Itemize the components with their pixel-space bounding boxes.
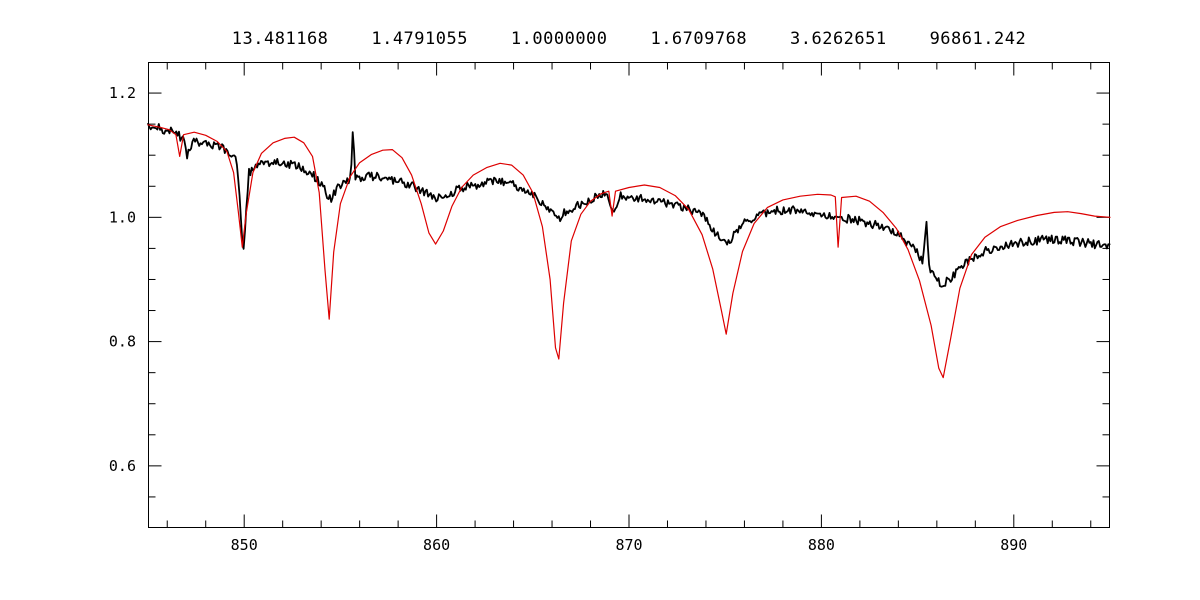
- x-tick-label: 850: [231, 536, 258, 554]
- y-tick-label: 1.0: [109, 208, 136, 226]
- y-tick-label: 1.2: [109, 84, 136, 102]
- observed-spectrum-line: [147, 123, 1111, 288]
- x-tick-label: 880: [808, 536, 835, 554]
- plot-frame: [148, 62, 1110, 528]
- x-tick-label: 870: [615, 536, 642, 554]
- x-tick-label: 890: [1000, 536, 1027, 554]
- chart-title: 13.481168 1.4791055 1.0000000 1.6709768 …: [231, 29, 1027, 49]
- model-spectrum-line: [147, 124, 1111, 379]
- x-tick-label: 860: [423, 536, 450, 554]
- y-tick-label: 0.6: [109, 457, 136, 475]
- y-tick-label: 0.8: [109, 333, 136, 351]
